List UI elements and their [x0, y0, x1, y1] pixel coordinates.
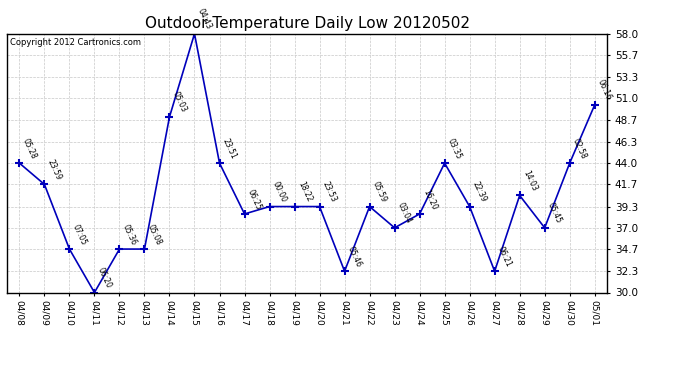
Text: 23:59: 23:59 [46, 158, 63, 182]
Text: 02:58: 02:58 [571, 137, 589, 160]
Title: Outdoor Temperature Daily Low 20120502: Outdoor Temperature Daily Low 20120502 [144, 16, 470, 31]
Text: 03:04: 03:04 [396, 201, 413, 225]
Text: 22:39: 22:39 [471, 180, 489, 204]
Text: 05:03: 05:03 [171, 90, 188, 114]
Text: Copyright 2012 Cartronics.com: Copyright 2012 Cartronics.com [10, 38, 141, 46]
Text: 03:35: 03:35 [446, 136, 464, 160]
Text: 06:25: 06:25 [246, 188, 264, 211]
Text: 06:16: 06:16 [596, 78, 613, 102]
Text: 14:03: 14:03 [521, 169, 538, 193]
Text: 00:00: 00:00 [271, 180, 288, 204]
Text: 06:20: 06:20 [96, 266, 113, 290]
Text: 07:05: 07:05 [71, 222, 88, 246]
Text: 18:22: 18:22 [296, 180, 313, 204]
Text: 04:43: 04:43 [196, 7, 213, 31]
Text: 05:45: 05:45 [546, 201, 564, 225]
Text: 16:20: 16:20 [421, 188, 438, 211]
Text: 06:21: 06:21 [496, 245, 513, 268]
Text: 05:59: 05:59 [371, 180, 388, 204]
Text: 23:51: 23:51 [221, 137, 238, 160]
Text: 05:28: 05:28 [21, 137, 38, 160]
Text: 23:53: 23:53 [321, 180, 338, 204]
Text: 05:46: 05:46 [346, 245, 364, 268]
Text: 05:36: 05:36 [121, 222, 138, 246]
Text: 05:08: 05:08 [146, 223, 164, 246]
